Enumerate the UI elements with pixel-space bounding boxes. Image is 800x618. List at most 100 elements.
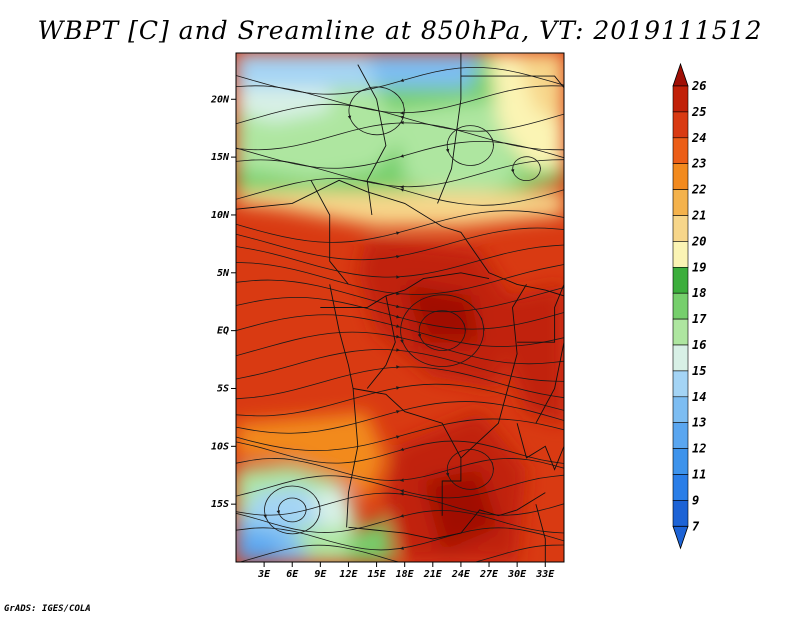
country-border	[517, 284, 564, 343]
streamline	[236, 474, 564, 499]
colorbar-label: 16	[692, 338, 706, 352]
x-tick-label: 27E	[479, 569, 499, 580]
streamline	[236, 66, 564, 95]
colorbar-max-arrow	[672, 62, 689, 87]
streamline	[236, 527, 564, 551]
streamline-arrow	[396, 315, 400, 319]
x-tick-label: 24E	[451, 569, 471, 580]
grads-credit: GrADS: IGES/COLA	[4, 604, 91, 614]
streamline	[236, 140, 564, 169]
x-tick-label: 33E	[535, 569, 555, 580]
colorbar: 26 25 24 23 22 21 20 19 18 17 16 15 14 13 12 11 9 7	[672, 62, 707, 550]
streamline	[238, 544, 564, 562]
colorbar-label: 11	[692, 468, 706, 482]
streamline-arrow	[396, 304, 400, 309]
streamline-arrow	[396, 324, 400, 328]
country-border	[310, 180, 349, 285]
country-borders	[236, 53, 564, 562]
chart-title: WBPT [C] and Sreamline at 850hPa, VT: 20…	[37, 16, 763, 45]
streamline	[418, 310, 466, 352]
country-border	[441, 457, 462, 516]
streamlines	[236, 66, 564, 562]
streamline	[236, 178, 564, 206]
x-axis: 3E 6E 9E 12E 15E 18E 21E 24E 27E 30E 33E	[257, 562, 555, 580]
streamline	[236, 314, 564, 347]
colorbar-segment	[672, 215, 689, 242]
streamline	[236, 383, 564, 417]
colorbar-label: 19	[692, 260, 706, 274]
x-tick-label: 15E	[368, 569, 387, 580]
country-border	[535, 504, 546, 562]
colorbar-segment	[672, 189, 689, 216]
streamline-arrow	[400, 546, 404, 550]
map-area	[236, 53, 564, 562]
streamline	[236, 85, 564, 114]
streamline-arrow	[445, 472, 450, 477]
streamline	[236, 458, 564, 481]
streamline-arrow	[400, 339, 404, 344]
wbpt-region	[236, 411, 386, 505]
wbpt-region	[236, 191, 564, 227]
wbpt-region	[507, 284, 564, 424]
streamline-arrow	[400, 78, 404, 82]
colorbar-segment	[672, 474, 689, 501]
streamline-arrow	[417, 333, 422, 338]
streamline-arrow	[445, 148, 450, 153]
colorbar-label: 14	[692, 390, 706, 404]
colorbar-label: 26	[691, 79, 706, 93]
colorbar-segment	[672, 396, 689, 423]
streamline	[236, 159, 564, 188]
streamline-arrow	[400, 120, 404, 125]
streamline-arrow	[400, 447, 404, 451]
country-border	[320, 272, 490, 308]
streamline-arrow	[400, 185, 404, 189]
colorbar-label: 23	[691, 157, 706, 171]
colorbar-label: 12	[692, 442, 706, 456]
y-tick-label: 20N	[210, 94, 230, 105]
colorbar-label: 24	[691, 131, 706, 145]
x-tick-label: 6E	[286, 569, 299, 580]
colorbar-segment	[672, 266, 689, 294]
country-border	[357, 64, 387, 216]
streamline	[236, 492, 564, 516]
streamline-arrow	[400, 154, 404, 158]
country-border	[366, 295, 396, 389]
streamline-arrow	[396, 231, 400, 235]
streamline-arrow	[396, 255, 400, 259]
y-tick-label: 15S	[211, 499, 229, 510]
streamline	[236, 349, 564, 382]
colorbar-label: 21	[691, 209, 706, 223]
streamline-arrow	[400, 111, 404, 115]
streamline	[512, 156, 541, 182]
streamline	[236, 510, 564, 534]
country-border	[460, 75, 564, 88]
country-border	[535, 342, 564, 424]
colorbar-segment	[672, 292, 689, 320]
y-tick-label: 10N	[211, 210, 230, 221]
streamline	[236, 210, 564, 243]
colorbar-label: 7	[692, 519, 700, 533]
country-border	[348, 492, 546, 540]
x-tick-label: 18E	[396, 569, 415, 580]
streamline-arrow	[400, 478, 404, 482]
colorbar-segment	[672, 111, 689, 139]
y-tick-label: 10S	[211, 441, 229, 452]
wbpt-region	[348, 515, 396, 562]
colorbar-segment	[672, 500, 689, 527]
streamline	[236, 296, 564, 330]
streamline-arrow	[263, 514, 267, 519]
colorbar-label: 9	[692, 493, 699, 507]
streamline-arrow	[396, 334, 400, 339]
colorbar-segment	[672, 85, 689, 113]
streamline	[400, 294, 485, 367]
streamline	[236, 401, 564, 434]
streamline	[236, 366, 564, 400]
streamline-arrow	[400, 492, 404, 496]
streamline	[236, 122, 564, 151]
x-tick-label: 9E	[314, 569, 327, 580]
streamline	[236, 331, 564, 365]
country-border	[329, 284, 359, 528]
y-tick-label: EQ	[217, 326, 229, 337]
country-border	[516, 423, 564, 471]
